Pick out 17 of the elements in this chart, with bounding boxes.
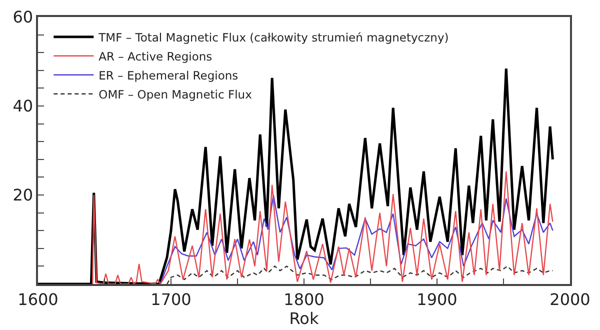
x-tick-label: 1600	[18, 290, 58, 309]
x-axis-title: Rok	[289, 308, 320, 328]
legend-label: AR – Active Regions	[98, 49, 212, 64]
legend-label: TMF – Total Magnetic Flux (całkowity strumień magnetyczny)	[98, 30, 449, 44]
x-tick-label: 1900	[416, 290, 458, 309]
line-series	[92, 170, 554, 284]
legend-label: ER – Ephemeral Regions	[98, 68, 238, 82]
line-series	[166, 266, 554, 284]
line-series	[38, 67, 554, 284]
x-tick-label: 1800	[284, 290, 324, 309]
line-series	[160, 194, 554, 284]
legend-label: OMF – Open Magnetic Flux	[98, 87, 252, 102]
x-tick-label: 1700	[150, 290, 192, 309]
y-tick-label: 40	[12, 96, 34, 116]
y-tick-label: 20	[12, 186, 34, 205]
y-tick-label: 60	[12, 8, 34, 27]
x-tick-label: 2000	[550, 290, 590, 309]
